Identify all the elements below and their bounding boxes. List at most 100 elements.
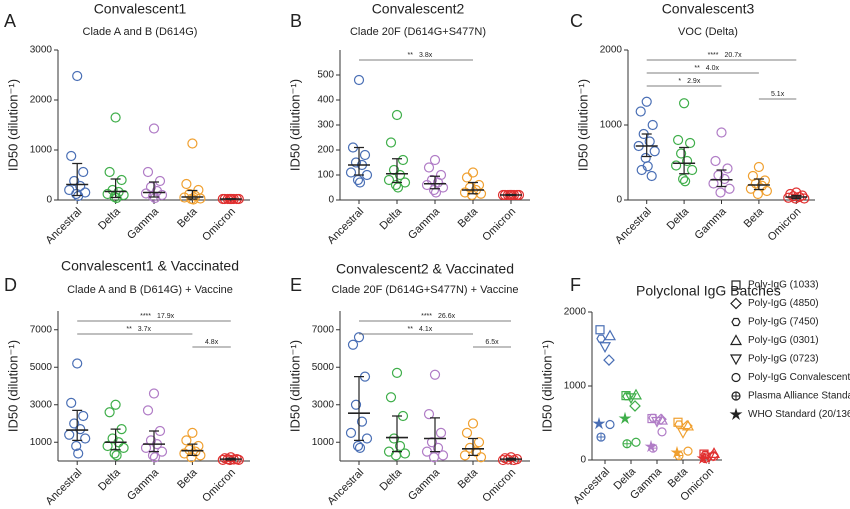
panel-letter: A — [4, 11, 16, 31]
data-point — [475, 452, 487, 463]
marker — [595, 325, 605, 335]
data-point — [345, 167, 357, 178]
data-point — [394, 440, 406, 452]
y-tick-label: 5000 — [312, 362, 335, 373]
y-tick-label: 1000 — [30, 437, 53, 448]
error-bar — [187, 443, 198, 456]
x-tick-label: Ancestral — [613, 206, 654, 247]
panel-letter: B — [290, 11, 302, 31]
y-tick-label: 2000 — [30, 95, 53, 106]
data-point — [345, 427, 357, 438]
marker — [709, 451, 719, 461]
panel-subtitle: Clade A and B (D614G) + Vaccine — [67, 284, 233, 296]
x-tick-label: Omicron — [480, 467, 518, 505]
fold-change: 5.1x — [771, 91, 785, 98]
legend-label: WHO Standard (20/136) — [748, 409, 850, 420]
y-tick-label: 100 — [317, 170, 334, 181]
data-point — [347, 339, 359, 350]
y-tick-label: 1000 — [600, 120, 623, 131]
x-tick-label: Delta — [96, 466, 123, 493]
y-tick-label: 1000 — [564, 381, 587, 392]
y-tick-label: 5000 — [30, 362, 53, 373]
y-tick-label: 500 — [317, 70, 334, 81]
marker — [592, 416, 606, 430]
legend-label: Poly-IgG (0723) — [748, 354, 819, 365]
data-point — [147, 450, 159, 461]
data-point — [148, 388, 160, 399]
data-point — [193, 440, 204, 452]
panel-title: Convalescent1 — [94, 1, 187, 17]
marker — [629, 400, 641, 412]
legend-label: Plasma Alliance Standard — [748, 391, 850, 402]
data-point — [394, 169, 406, 181]
marker — [603, 354, 615, 366]
error-bar — [430, 175, 440, 190]
data-point — [186, 452, 197, 463]
data-point — [78, 410, 89, 422]
panel: C Convalescent3 VOC (Delta) ID50 (dilution⁻… — [570, 1, 815, 247]
x-tick-label: Beta — [175, 466, 200, 491]
data-point — [72, 358, 83, 369]
data-point — [353, 74, 365, 86]
data-point — [678, 98, 690, 109]
data-point — [352, 174, 364, 186]
marker — [730, 297, 742, 310]
marker — [598, 342, 612, 354]
data-point — [69, 418, 80, 429]
data-point — [390, 179, 402, 191]
panel-subtitle: Clade A and B (D614G) — [83, 26, 198, 38]
significance-stars: **** — [140, 313, 151, 320]
marker — [624, 393, 638, 405]
error-bar — [72, 162, 83, 197]
error-bar — [149, 430, 159, 453]
marker — [676, 428, 690, 439]
data-point — [681, 155, 693, 167]
panel-letter: F — [570, 275, 581, 295]
fold-change: 6.5x — [485, 339, 499, 346]
data-point — [670, 160, 682, 171]
data-point — [470, 446, 482, 457]
data-point — [432, 442, 444, 453]
data-point — [118, 442, 129, 453]
fold-change: 17.9x — [157, 313, 175, 320]
fold-change: 3.7x — [138, 326, 152, 333]
data-point — [716, 127, 727, 138]
data-point — [724, 183, 735, 194]
panel-title: Convalescent2 — [372, 1, 465, 17]
data-point — [359, 149, 371, 161]
panel-letter: C — [570, 11, 583, 31]
marker — [648, 413, 658, 422]
x-tick-label: Delta — [665, 205, 692, 232]
marker — [644, 439, 658, 453]
legend-label: Poly-IgG Convalescent (869) — [748, 372, 850, 383]
data-point — [399, 448, 411, 459]
data-point — [647, 119, 658, 131]
panel: A Convalescent1 Clade A and B (D614G) ID50 … — [4, 1, 250, 247]
data-point — [636, 164, 647, 176]
data-point — [679, 176, 691, 187]
marker — [681, 419, 695, 431]
x-tick-label: Ancestral — [43, 467, 84, 508]
data-point — [467, 167, 479, 178]
y-tick-label: 3000 — [30, 45, 53, 56]
data-point — [383, 174, 395, 186]
data-point — [390, 450, 402, 461]
data-point — [392, 182, 404, 193]
x-tick-label: Gamma — [693, 205, 730, 242]
error-bar — [110, 178, 121, 199]
data-point — [75, 180, 86, 192]
error-bar — [430, 417, 440, 453]
data-point — [187, 427, 198, 438]
marker — [731, 280, 741, 290]
data-point — [640, 152, 651, 164]
data-point — [672, 134, 684, 146]
data-point — [71, 188, 82, 200]
x-tick-label: Delta — [378, 466, 405, 493]
y-tick-label: 0 — [328, 195, 334, 206]
fold-change: 20.7x — [725, 52, 743, 59]
x-tick-label: Beta — [456, 205, 481, 230]
significance-stars: ** — [126, 326, 132, 333]
data-point — [710, 155, 721, 167]
data-point — [116, 174, 127, 186]
x-tick-label: Beta — [456, 466, 481, 491]
